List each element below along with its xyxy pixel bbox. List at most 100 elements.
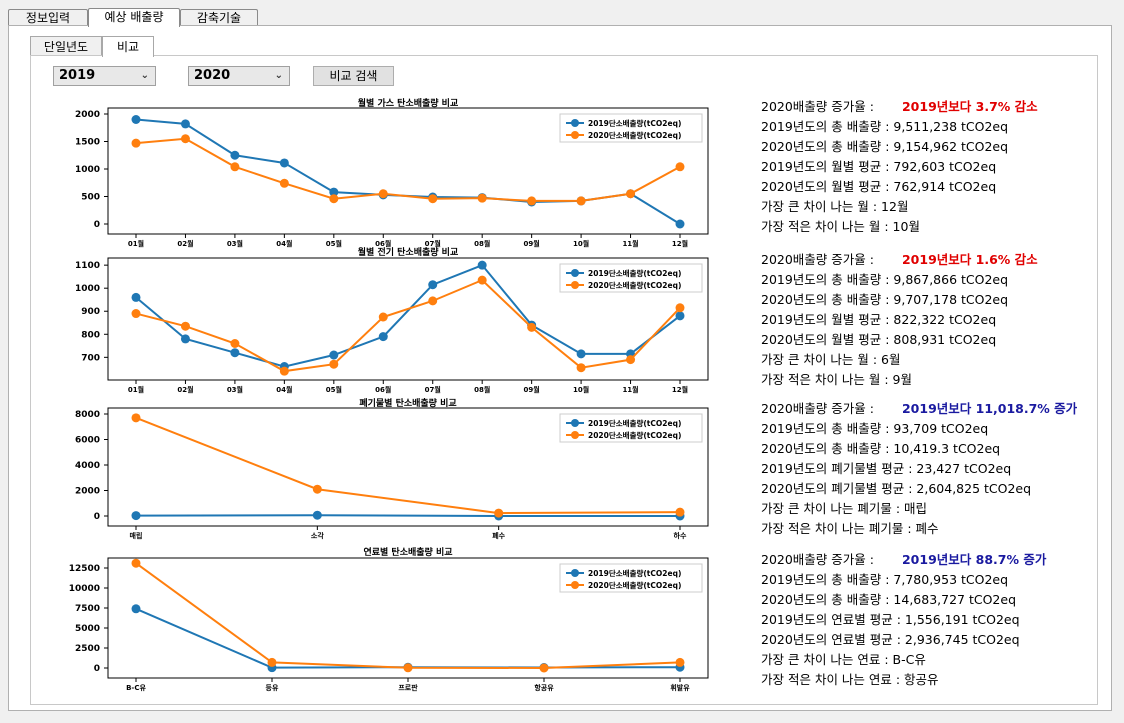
- data-point: [180, 334, 190, 344]
- data-point: [576, 363, 586, 373]
- x-tick-label: 04월: [276, 385, 292, 394]
- x-tick-label: 하수: [674, 531, 687, 540]
- series-line-1: [135, 278, 681, 373]
- year1-select[interactable]: 2019 ⌄: [53, 66, 156, 86]
- legend-marker: [571, 269, 579, 277]
- data-point: [230, 348, 240, 358]
- x-tick-label: 06월: [375, 239, 391, 248]
- data-point: [279, 366, 289, 376]
- x-tick-label: 06월: [375, 385, 391, 394]
- data-point: [675, 657, 685, 667]
- data-point: [626, 189, 636, 199]
- summary-line: 2019년도의 폐기물별 평균 : 23,427 tCO2eq: [761, 461, 1012, 476]
- data-point: [378, 312, 388, 322]
- summary-line: 가장 적은 차이 나는 월 : 10월: [761, 219, 920, 234]
- legend-marker: [571, 281, 579, 289]
- subtab-compare[interactable]: 비교: [102, 36, 154, 57]
- summary-line: 2019년도의 총 배출량 : 93,709 tCO2eq: [761, 421, 989, 436]
- data-point: [131, 309, 141, 319]
- data-point: [279, 158, 289, 168]
- x-tick-label: 10월: [573, 385, 589, 394]
- tab-reduction-tech[interactable]: 감축기술: [180, 9, 258, 26]
- increase-rate: 2020배출량 증가율 : 2019년보다 11,018.7% 증가: [761, 399, 1077, 419]
- legend-label: 2019단소배출량(tCO2eq): [588, 268, 681, 278]
- chart-0: 2000 1500 1000 500 0 01월 02월 03월 04월 05월 06월 07월 08월…: [75, 107, 709, 248]
- chart-title-electric: 월별 전기 탄소배출량 비교: [357, 248, 459, 258]
- data-point: [230, 339, 240, 348]
- legend-marker: [571, 419, 579, 427]
- chart-2: 8000 6000 4000 2000 0 매립 소각 폐수 하수 2019단소배출량(tCO2e…: [75, 407, 709, 540]
- increase-rate: 2020배출량 증가율 : 2019년보다 3.7% 감소: [761, 97, 1038, 117]
- legend-label: 2019단소배출량(tCO2eq): [588, 118, 681, 128]
- summary-line: 2020년도의 연료별 평균 : 2,936,745 tCO2eq: [761, 632, 1020, 647]
- x-tick-label: 03월: [227, 239, 243, 248]
- data-point: [312, 484, 322, 494]
- x-tick-label: 09월: [524, 239, 540, 248]
- y-tick-label: 10000: [69, 584, 100, 594]
- tab-info-input[interactable]: 정보입력: [8, 9, 88, 26]
- x-tick-label: 등유: [266, 683, 279, 692]
- series-line-1: [135, 137, 681, 202]
- summary-line: 2019년도의 월별 평균 : 792,603 tCO2eq: [761, 159, 997, 174]
- data-point: [477, 193, 487, 203]
- x-tick-label: 07월: [425, 239, 441, 248]
- y-tick-label: 2500: [75, 644, 100, 654]
- data-point: [576, 196, 586, 206]
- y-tick-label: 8000: [75, 410, 100, 420]
- legend-marker: [571, 581, 579, 589]
- data-point: [428, 194, 438, 204]
- y-tick-label: 500: [81, 193, 100, 203]
- summary-line: 가장 적은 차이 나는 월 : 9월: [761, 372, 913, 387]
- tab-expected-emission[interactable]: 예상 배출량: [88, 8, 180, 27]
- y-tick-label: 0: [94, 664, 100, 674]
- y-tick-label: 2000: [75, 487, 100, 497]
- data-point: [329, 187, 339, 197]
- compare-search-button[interactable]: 비교 검색: [313, 66, 394, 86]
- data-point: [428, 280, 438, 290]
- x-tick-label: 07월: [425, 385, 441, 394]
- summary-block: 2020배출량 증가율 : 2019년보다 1.6% 감소 2019년도의 총 배출…: [761, 250, 1038, 390]
- summary-line: 2019년도의 총 배출량 : 9,511,238 tCO2eq: [761, 119, 1009, 134]
- summary-block: 2020배출량 증가율 : 2019년보다 11,018.7% 증가 2019년도의…: [761, 399, 1077, 539]
- x-tick-label: 05월: [326, 385, 342, 394]
- increase-rate-value: 2019년보다 11,018.7% 증가: [901, 401, 1078, 416]
- y-tick-label: 1500: [75, 138, 100, 148]
- legend: [559, 263, 703, 293]
- y-tick-label: 1000: [75, 284, 100, 294]
- y-tick-label: 6000: [75, 436, 100, 446]
- x-tick-label: 09월: [524, 385, 540, 394]
- x-tick-label: 매립: [130, 531, 143, 540]
- series-line-0: [135, 514, 680, 517]
- summary-line: 가장 큰 차이 나는 월 : 6월: [761, 352, 901, 367]
- summary-line: 2020년도의 총 배출량 : 9,154,962 tCO2eq: [761, 139, 1009, 154]
- data-point: [378, 189, 388, 199]
- data-point: [180, 321, 190, 331]
- summary-line: 가장 큰 차이 나는 월 : 12월: [761, 199, 909, 214]
- data-point: [180, 119, 190, 129]
- x-tick-label: 02월: [177, 239, 193, 248]
- data-point: [403, 663, 413, 673]
- data-point: [267, 657, 277, 667]
- legend-marker: [571, 119, 579, 127]
- data-point: [131, 558, 141, 568]
- x-tick-label: 02월: [177, 385, 193, 394]
- summary-line: 2020년도의 월별 평균 : 808,931 tCO2eq: [761, 332, 997, 347]
- increase-rate-value: 2019년보다 1.6% 감소: [901, 252, 1038, 267]
- legend-label: 2020단소배출량(tCO2eq): [588, 280, 681, 290]
- x-tick-label: 휘발유: [670, 683, 690, 692]
- data-point: [329, 359, 339, 369]
- data-point: [131, 511, 141, 521]
- legend-label: 2019단소배출량(tCO2eq): [588, 568, 681, 578]
- data-point: [329, 194, 339, 204]
- x-tick-label: 08월: [474, 239, 490, 248]
- increase-rate-value: 2019년보다 88.7% 증가: [901, 552, 1047, 567]
- summary-line: 2019년도의 총 배출량 : 7,780,953 tCO2eq: [761, 572, 1009, 587]
- data-point: [494, 508, 504, 518]
- x-tick-label: 11월: [622, 385, 638, 394]
- subtab-single-year[interactable]: 단일년도: [30, 36, 102, 56]
- data-point: [230, 162, 240, 172]
- legend-marker: [571, 431, 579, 439]
- year2-select[interactable]: 2020 ⌄: [188, 66, 290, 86]
- y-tick-label: 900: [81, 307, 100, 317]
- x-tick-label: 12월: [672, 385, 688, 394]
